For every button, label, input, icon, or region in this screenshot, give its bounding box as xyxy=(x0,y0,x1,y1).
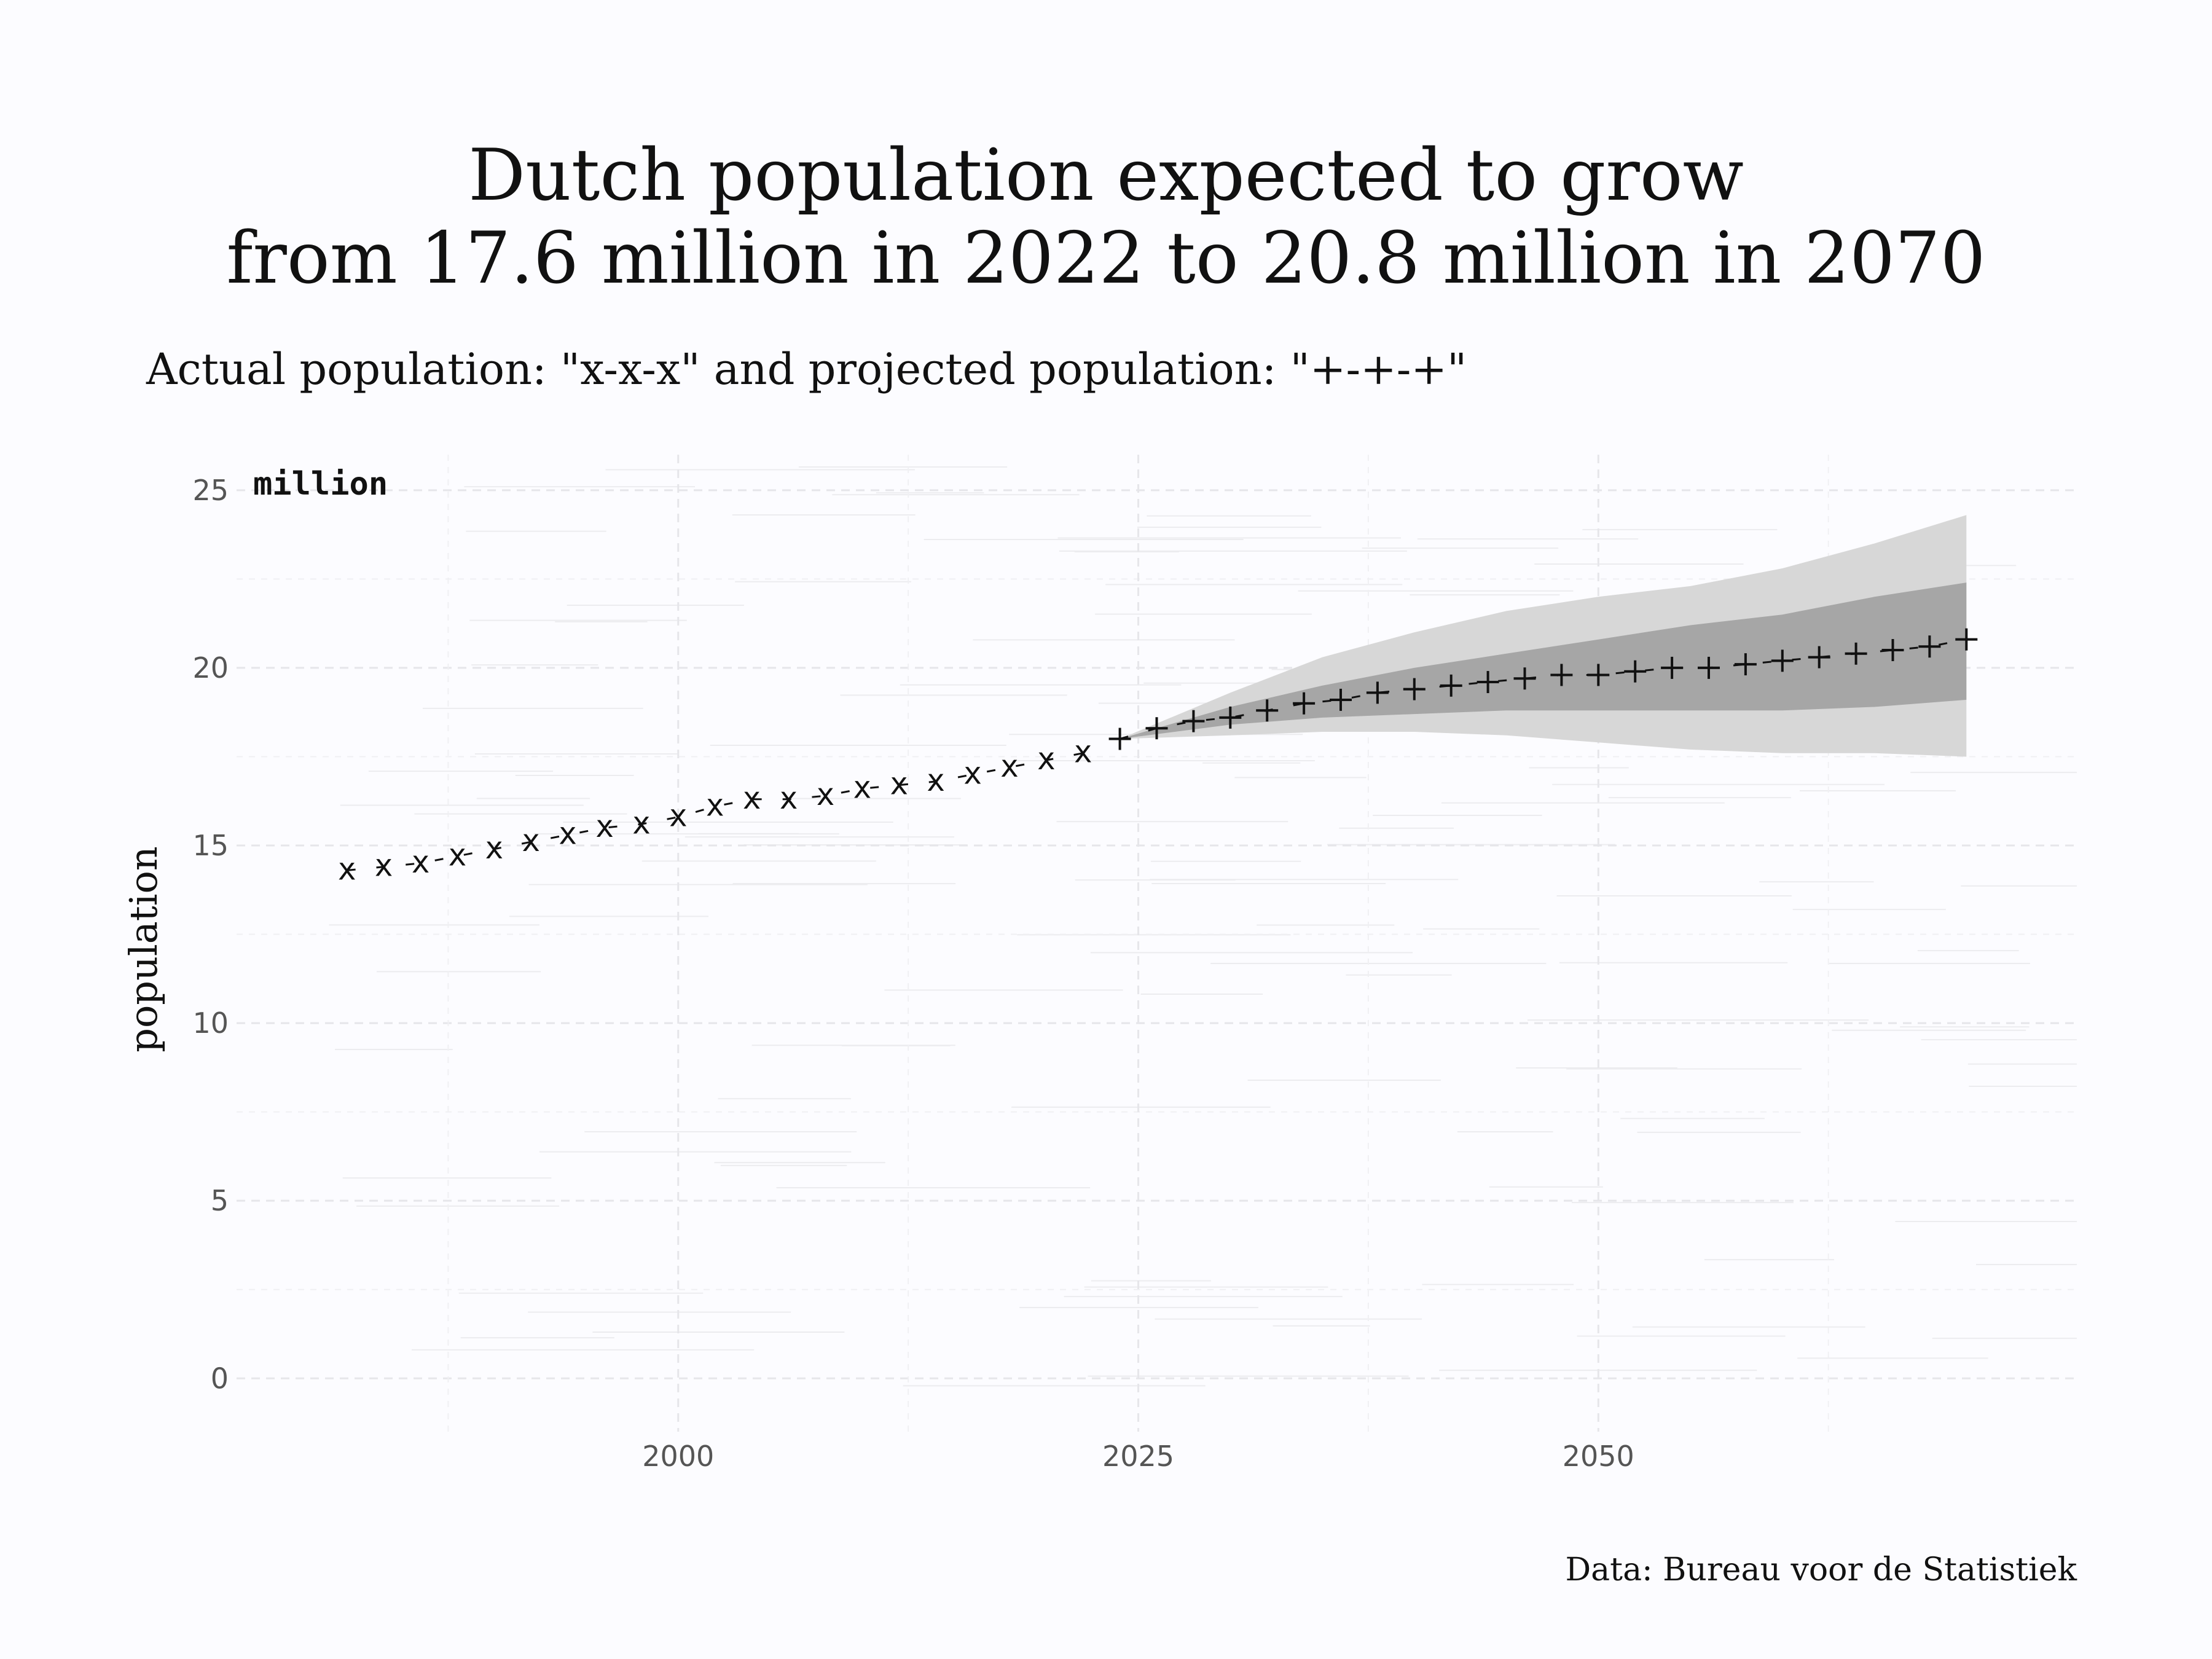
y-axis-title: population xyxy=(121,846,166,1052)
data-point-plus xyxy=(1955,628,1978,651)
data-point-x: x xyxy=(779,780,798,816)
data-point-x: x xyxy=(632,805,651,841)
x-tick-label: 2000 xyxy=(642,1440,714,1473)
data-point-x: x xyxy=(595,809,614,844)
data-point-x: x xyxy=(816,777,834,812)
series-projected xyxy=(1108,628,1978,750)
chart-title-line-2: from 17.6 million in 2022 to 20.8 millio… xyxy=(226,217,1985,300)
background-texture xyxy=(329,466,2077,1387)
data-point-plus xyxy=(1219,706,1242,729)
data-point-plus xyxy=(1698,656,1720,679)
data-point-x: x xyxy=(669,798,688,834)
data-point-plus xyxy=(1477,671,1499,694)
data-point-plus xyxy=(1330,688,1352,711)
y-unit-label: million xyxy=(253,466,388,503)
data-point-plus xyxy=(1918,635,1941,658)
y-tick-label: 5 xyxy=(211,1184,229,1217)
data-point-x: x xyxy=(1074,734,1092,770)
y-tick-label: 25 xyxy=(192,474,229,507)
data-point-x: x xyxy=(853,769,871,805)
data-point-x: x xyxy=(411,844,429,880)
data-point-plus xyxy=(1550,664,1573,686)
data-point-x: x xyxy=(963,755,982,791)
data-point-plus xyxy=(1366,681,1389,704)
data-point-plus xyxy=(1808,646,1830,669)
y-tick-label: 15 xyxy=(192,829,229,862)
series-line xyxy=(347,752,1083,871)
data-point-plus xyxy=(1845,642,1867,665)
data-point-plus xyxy=(1734,653,1757,676)
data-point-plus xyxy=(1293,692,1316,715)
data-point-x: x xyxy=(559,816,577,852)
data-point-plus xyxy=(1182,710,1205,732)
data-point-plus xyxy=(1108,728,1131,750)
x-tick-label: 2025 xyxy=(1102,1440,1174,1473)
y-tick-label: 20 xyxy=(192,651,229,684)
data-point-plus xyxy=(1624,660,1647,683)
data-point-plus xyxy=(1881,639,1904,661)
data-point-x: x xyxy=(522,823,540,858)
data-point-plus xyxy=(1256,699,1279,722)
data-point-x: x xyxy=(485,830,503,866)
data-point-x: x xyxy=(890,766,908,802)
data-point-plus xyxy=(1587,664,1610,686)
y-tick-label: 0 xyxy=(211,1362,229,1395)
data-point-plus xyxy=(1145,717,1168,740)
chart-subtitle: Actual population: "x-x-x" and projected… xyxy=(146,344,1467,394)
y-tick-label: 10 xyxy=(192,1006,229,1040)
chart-title-line-1: Dutch population expected to grow xyxy=(468,134,1744,217)
data-point-x: x xyxy=(1000,748,1019,784)
x-tick-label: 2050 xyxy=(1563,1440,1634,1473)
data-point-x: x xyxy=(448,837,466,873)
chart-caption: Data: Bureau voor de Statistiek xyxy=(1565,1551,2077,1588)
data-point-x: x xyxy=(743,780,761,816)
data-point-plus xyxy=(1440,674,1462,697)
data-point-plus xyxy=(1403,678,1426,700)
data-point-plus xyxy=(1771,649,1794,672)
data-point-x: x xyxy=(706,787,724,823)
data-point-x: x xyxy=(1037,741,1056,777)
data-point-x: x xyxy=(338,851,356,887)
data-point-plus xyxy=(1661,656,1684,679)
data-point-plus xyxy=(1513,667,1536,690)
data-point-x: x xyxy=(375,848,393,884)
data-point-x: x xyxy=(927,763,945,798)
